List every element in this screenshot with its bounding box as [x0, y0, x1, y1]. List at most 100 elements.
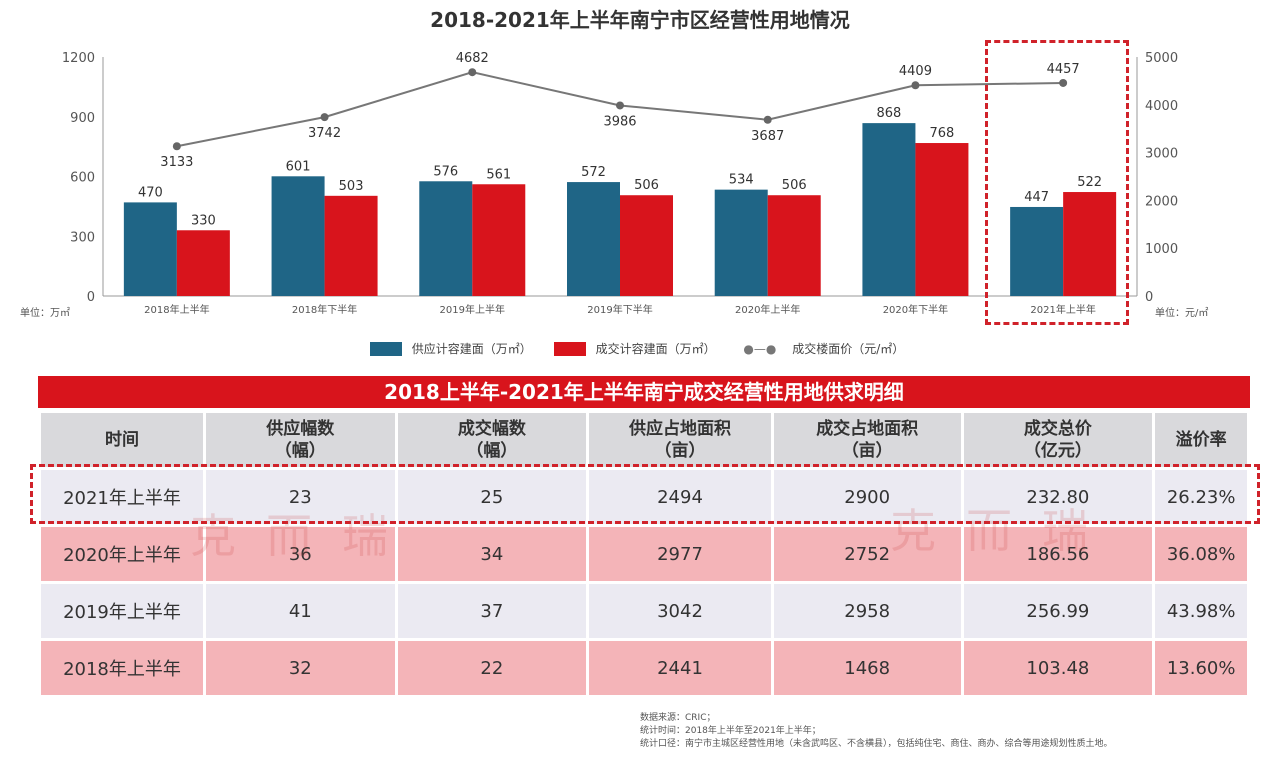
watermark: 克而瑞 — [190, 509, 418, 563]
bar — [862, 123, 916, 296]
bar-line-chart: 0 300 600 900 1200 0 1000 2000 3000 4000 5000 单位：万㎡… — [20, 51, 1208, 319]
left-tick-label: 900 — [70, 111, 95, 126]
price-point — [911, 81, 920, 90]
column-header: 成交占地面积 （亩） — [773, 413, 961, 467]
right-axis-label: 单位：元/㎡ — [1155, 306, 1208, 319]
column-header: 供应幅数 （幅） — [205, 413, 395, 467]
table-cell: 1468 — [773, 641, 961, 695]
price-point — [172, 142, 181, 151]
header-text: 成交幅数 — [457, 419, 526, 439]
x-tick-label: 2019年上半年 — [440, 303, 505, 316]
table-cell: 23 — [205, 470, 395, 524]
table-row: 2018年上半年 32 22 2441 1468 103.48 13.60% — [41, 641, 1247, 695]
header-text: （幅） — [466, 441, 518, 461]
header-text: （幅） — [274, 441, 326, 461]
table-cell: 2019年上半年 — [41, 584, 203, 638]
table-cell: 36.08% — [1155, 527, 1247, 581]
table-cell: 13.60% — [1155, 641, 1247, 695]
bar-data-label: 768 — [930, 126, 955, 141]
bar — [620, 195, 673, 296]
header-text: （亩） — [654, 441, 706, 461]
bar — [714, 189, 768, 296]
footnote: 数据来源：CRIC； — [640, 713, 716, 723]
bar-data-label: 522 — [1077, 175, 1102, 190]
bar-data-label: 503 — [339, 179, 364, 194]
x-tick-label: 2018年下半年 — [292, 303, 357, 316]
right-tick-label: 4000 — [1145, 99, 1178, 114]
table-cell: 32 — [205, 641, 395, 695]
x-tick-label: 2020年下半年 — [883, 303, 948, 316]
table-cell: 2977 — [589, 527, 771, 581]
price-point — [468, 68, 477, 77]
left-tick-label: 0 — [87, 290, 95, 305]
table-cell: 2021年上半年 — [41, 470, 203, 524]
header-text: 成交占地面积 — [816, 419, 919, 439]
header-text: （亿元） — [1023, 441, 1092, 461]
table-cell: 2958 — [773, 584, 961, 638]
x-tick-label: 2020年上半年 — [735, 303, 800, 316]
price-point — [616, 101, 624, 110]
header-text: 溢价率 — [1175, 430, 1227, 450]
legend-supply: 供应计容建面（万㎡） — [369, 341, 538, 356]
bar — [176, 230, 230, 296]
right-tick-label: 1000 — [1145, 242, 1178, 257]
bar-data-label: 868 — [877, 106, 902, 121]
table-cell: 22 — [397, 641, 587, 695]
column-header: 成交幅数 （幅） — [397, 413, 587, 467]
table-cell: 2018年上半年 — [41, 641, 203, 695]
right-tick-label: 3000 — [1145, 147, 1178, 162]
table-row: 2019年上半年 41 37 3042 2958 256.99 43.98% — [41, 584, 1247, 638]
table-cell: 186.56 — [963, 527, 1153, 581]
price-point — [1059, 78, 1068, 87]
right-tick-label: 0 — [1145, 290, 1153, 305]
price-data-label: 4682 — [456, 51, 489, 66]
price-data-label: 4457 — [1047, 62, 1080, 77]
bar-data-label: 470 — [138, 185, 163, 200]
header-text: 供应占地面积 — [629, 419, 732, 439]
header-text: 时间 — [104, 430, 139, 450]
bar — [271, 176, 325, 296]
table-cell: 25 — [397, 470, 587, 524]
bar-data-label: 572 — [581, 165, 606, 180]
highlight-2021-row — [30, 464, 1260, 524]
price-data-label: 3687 — [751, 129, 784, 144]
table-cell: 232.80 — [963, 470, 1153, 524]
left-tick-label: 600 — [70, 171, 95, 186]
price-point — [320, 113, 329, 122]
x-tick-label: 2018年上半年 — [144, 303, 209, 316]
table-cell: 34 — [397, 527, 587, 581]
bar-data-label: 447 — [1024, 190, 1049, 205]
legend-deal: 成交计容建面（万㎡） — [553, 341, 722, 356]
bar — [1010, 206, 1064, 296]
bar-data-label: 601 — [286, 159, 311, 174]
table-cell: 37 — [397, 584, 587, 638]
table-cell: 2900 — [773, 470, 961, 524]
bar — [419, 181, 473, 296]
price-data-label: 3986 — [603, 114, 636, 129]
column-header: 成交总价 （亿元） — [963, 413, 1153, 467]
header-text: 供应幅数 — [266, 419, 335, 439]
left-tick-label: 1200 — [62, 51, 95, 66]
table-cell: 256.99 — [963, 584, 1153, 638]
header-text: 成交总价 — [1023, 419, 1092, 439]
bar-data-label: 506 — [782, 178, 807, 193]
column-header: 供应占地面积 （亩） — [589, 413, 771, 467]
table-row: 2021年上半年 23 25 2494 2900 232.80 26.23% — [41, 470, 1247, 524]
watermark: 克而瑞 — [890, 504, 1118, 558]
left-axis-label: 单位：万㎡ — [20, 306, 70, 319]
bar-data-label: 534 — [729, 173, 754, 188]
bar — [1063, 192, 1117, 296]
table-title: 2018上半年-2021年上半年南宁成交经营性用地供求明细 — [38, 376, 1250, 408]
table-cell: 2441 — [589, 641, 771, 695]
bar — [472, 184, 526, 296]
bar-data-label: 576 — [433, 164, 458, 179]
price-data-label: 3133 — [160, 155, 193, 170]
bar — [567, 182, 620, 296]
left-tick-label: 300 — [70, 230, 95, 245]
detail-table: 时间 供应幅数 （幅） 成交幅数 （幅） 供应占地面积 （亩） 成交占地面积 （亩） 成交总价 （亿… — [38, 410, 1250, 698]
bar — [123, 202, 177, 296]
table-cell: 41 — [205, 584, 395, 638]
table-cell: 2020年上半年 — [41, 527, 203, 581]
chart-title: 2018-2021年上半年南宁市区经营性用地情况 — [430, 8, 850, 32]
footnotes: 数据来源：CRIC； 统计时间：2018年上半年至2021年上半年； 统计口径：… — [640, 712, 1113, 751]
